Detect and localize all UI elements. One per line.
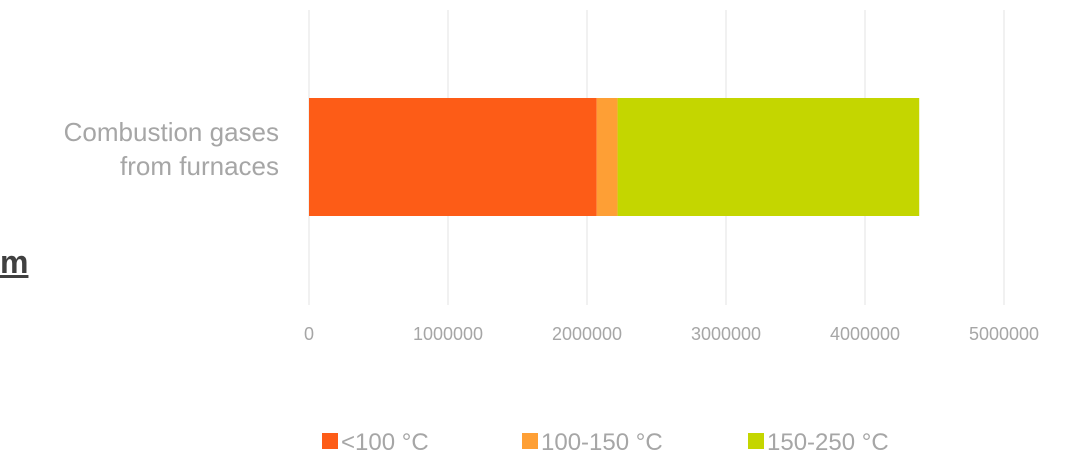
- legend-swatch: [322, 433, 338, 449]
- legend-label: 150-250 °C: [767, 429, 889, 452]
- category-label: Combustion gases: [64, 117, 279, 147]
- x-tick-label: 4000000: [830, 324, 900, 344]
- legend-label: <100 °C: [341, 429, 429, 452]
- legend-label: 100-150 °C: [541, 429, 663, 452]
- x-axis-ticks: 0 1000000 2000000 3000000 4000000 5000000: [304, 324, 1039, 344]
- x-tick-label: 1000000: [413, 324, 483, 344]
- bar-segment: [596, 98, 618, 216]
- category-label: from furnaces: [120, 151, 279, 181]
- x-tick-label: 5000000: [969, 324, 1039, 344]
- x-tick-label: 2000000: [552, 324, 622, 344]
- legend-swatch: [522, 433, 538, 449]
- bars: [309, 98, 920, 216]
- x-tick-label: 3000000: [691, 324, 761, 344]
- legend-swatch: [748, 433, 764, 449]
- bar-segment: [309, 98, 597, 216]
- category-labels: Combustion gases from furnaces: [64, 117, 279, 181]
- bar-segment: [617, 98, 920, 216]
- legend: <100 °C 100-150 °C 150-250 °C: [322, 429, 889, 452]
- x-tick-label: 0: [304, 324, 314, 344]
- partial-heading-fragment: m: [0, 244, 29, 280]
